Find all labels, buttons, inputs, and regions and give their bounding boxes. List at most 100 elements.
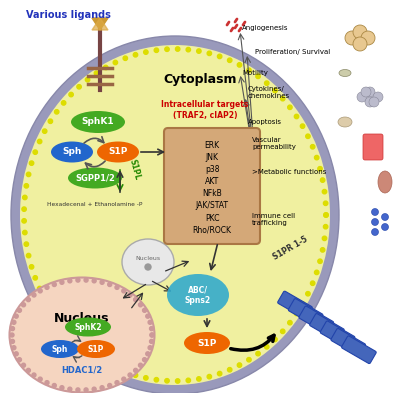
Circle shape — [148, 320, 152, 324]
Circle shape — [318, 259, 322, 263]
Text: ABC/
Spns2: ABC/ Spns2 — [185, 285, 211, 305]
Circle shape — [324, 213, 328, 217]
Text: Cytokines/
chemokines: Cytokines/ chemokines — [248, 86, 290, 99]
Text: JAK/STAT: JAK/STAT — [196, 202, 228, 211]
Circle shape — [33, 150, 38, 154]
Circle shape — [48, 119, 52, 123]
Circle shape — [94, 71, 99, 75]
Circle shape — [146, 314, 150, 318]
Circle shape — [144, 50, 148, 54]
Circle shape — [122, 289, 126, 293]
Circle shape — [113, 365, 118, 370]
Circle shape — [60, 386, 64, 390]
Circle shape — [207, 51, 212, 55]
FancyBboxPatch shape — [310, 314, 344, 341]
Circle shape — [42, 129, 47, 133]
Text: ERK: ERK — [204, 141, 220, 149]
Circle shape — [123, 56, 128, 61]
Circle shape — [23, 195, 27, 200]
Circle shape — [100, 280, 104, 284]
Circle shape — [228, 367, 232, 372]
Circle shape — [54, 316, 59, 320]
Text: Angiogenesis: Angiogenesis — [242, 25, 288, 31]
Circle shape — [68, 387, 72, 391]
Circle shape — [77, 84, 81, 89]
Circle shape — [26, 298, 30, 302]
FancyBboxPatch shape — [331, 329, 366, 356]
Circle shape — [104, 65, 108, 70]
Ellipse shape — [41, 340, 79, 358]
Circle shape — [18, 309, 22, 312]
Circle shape — [22, 219, 26, 223]
Text: Immune cell
trafficking: Immune cell trafficking — [252, 213, 295, 226]
Circle shape — [314, 270, 319, 275]
Circle shape — [280, 96, 285, 101]
Circle shape — [60, 280, 64, 284]
Text: Rho/ROCK: Rho/ROCK — [192, 226, 232, 235]
Circle shape — [186, 378, 190, 382]
Circle shape — [100, 386, 104, 390]
Ellipse shape — [51, 141, 93, 162]
Text: JNK: JNK — [206, 153, 218, 162]
Circle shape — [23, 230, 27, 235]
Circle shape — [138, 363, 142, 367]
Circle shape — [186, 48, 190, 52]
Circle shape — [32, 373, 36, 377]
Text: S1P: S1P — [88, 345, 104, 353]
Circle shape — [314, 155, 319, 160]
Circle shape — [42, 297, 47, 301]
Circle shape — [373, 92, 383, 102]
Circle shape — [52, 283, 56, 286]
Circle shape — [38, 289, 42, 293]
Circle shape — [22, 363, 26, 367]
Circle shape — [288, 321, 292, 325]
Circle shape — [150, 333, 154, 337]
Circle shape — [24, 184, 28, 188]
Polygon shape — [92, 18, 108, 30]
Circle shape — [113, 60, 118, 65]
Circle shape — [372, 209, 378, 215]
Circle shape — [324, 224, 328, 229]
Circle shape — [94, 354, 99, 359]
Circle shape — [10, 340, 14, 343]
Circle shape — [38, 139, 42, 144]
Circle shape — [69, 333, 73, 338]
Circle shape — [52, 384, 56, 387]
Circle shape — [264, 81, 269, 85]
Circle shape — [247, 68, 251, 72]
Circle shape — [273, 337, 277, 342]
Text: S1P: S1P — [108, 147, 128, 156]
Ellipse shape — [339, 70, 351, 77]
Circle shape — [361, 87, 371, 97]
Circle shape — [361, 31, 375, 45]
Circle shape — [142, 309, 146, 312]
Text: S1PL: S1PL — [128, 158, 142, 182]
Ellipse shape — [97, 141, 139, 162]
Circle shape — [310, 281, 315, 285]
FancyBboxPatch shape — [299, 306, 334, 334]
Circle shape — [108, 283, 112, 286]
Circle shape — [12, 346, 16, 350]
Circle shape — [154, 378, 158, 382]
Circle shape — [256, 351, 260, 356]
Circle shape — [176, 379, 180, 383]
Circle shape — [150, 333, 154, 337]
FancyBboxPatch shape — [278, 291, 312, 319]
Text: S1P: S1P — [197, 338, 217, 347]
Ellipse shape — [167, 274, 229, 316]
Text: Intracellular targets
(TRAF2, cIAP2): Intracellular targets (TRAF2, cIAP2) — [161, 100, 249, 120]
Ellipse shape — [68, 167, 122, 189]
Text: Vascular
permeability: Vascular permeability — [252, 138, 296, 151]
Circle shape — [369, 97, 379, 107]
Circle shape — [294, 114, 299, 119]
Circle shape — [134, 298, 138, 302]
Text: p38: p38 — [205, 165, 219, 174]
Circle shape — [77, 341, 81, 345]
Circle shape — [264, 345, 269, 349]
Text: HDAC1/2: HDAC1/2 — [61, 365, 103, 375]
Circle shape — [62, 325, 66, 329]
Circle shape — [10, 333, 14, 337]
Circle shape — [365, 97, 375, 107]
Circle shape — [237, 363, 242, 367]
Circle shape — [26, 368, 30, 372]
